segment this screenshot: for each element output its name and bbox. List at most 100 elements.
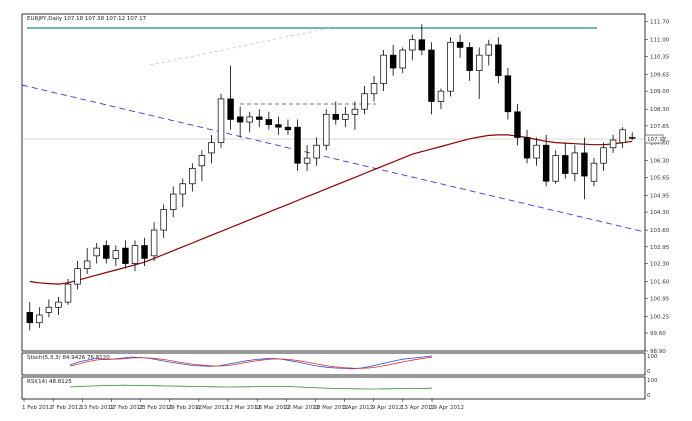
candle-bullish [552, 155, 559, 182]
candle-bullish [590, 162, 598, 182]
candle-bearish [122, 247, 129, 264]
y-tick-label: 101.60 [650, 280, 670, 286]
x-tick-label: 13 Feb 2012 [80, 405, 114, 411]
candle-bearish [284, 126, 292, 131]
stoch-label: Stoch(5,3,3) 84.9426 76.8120 [27, 355, 110, 361]
trend-line[interactable] [21, 84, 646, 233]
candle-bullish [170, 193, 177, 210]
y-tick-label: 102.30 [650, 262, 670, 268]
candle-bullish [112, 250, 120, 259]
candle-bullish [74, 268, 81, 285]
y-tick-label: 109.65 [650, 72, 670, 78]
candle-bullish [342, 113, 349, 120]
candle-bullish [485, 44, 493, 56]
candle-bullish [64, 283, 72, 303]
candle-bullish [189, 168, 196, 185]
y-tick-label: 107.00 [650, 141, 670, 147]
candle-bullish [198, 155, 206, 167]
candle-bearish [628, 137, 636, 139]
y-tick-label: 111.00 [650, 38, 670, 44]
x-tick-label: 9 Apr 2012 [372, 405, 403, 411]
last-price-box [644, 134, 664, 144]
x-tick-label: 7 Feb 2012 [51, 405, 82, 411]
y-tick-label: 100.95 [650, 296, 670, 302]
candle-bullish [150, 229, 158, 257]
candle-bullish [303, 157, 311, 164]
candle-bullish [246, 116, 253, 123]
x-tick-label: 3 Apr 2012 [343, 405, 374, 411]
candle-bullish [131, 245, 139, 264]
candle-bullish [93, 247, 100, 257]
candle-bearish [514, 111, 521, 138]
candle-bearish [141, 245, 148, 259]
candle-bearish [456, 41, 464, 48]
candle-bearish [504, 75, 512, 113]
candle-bearish [227, 98, 234, 120]
x-tick-label: 23 Feb 2012 [139, 405, 173, 411]
y-tick-label: 98.90 [650, 349, 666, 355]
candle-bearish [466, 47, 473, 71]
candle-bullish [323, 113, 330, 146]
candle-bullish [600, 147, 607, 164]
y-tick-label: 107.65 [650, 124, 670, 130]
candle-bullish [609, 139, 617, 149]
x-tick-label: 6 Mar 2012 [197, 405, 228, 411]
candle-bullish [619, 129, 626, 143]
y-tick-label: 111.70 [650, 20, 670, 26]
candle-bearish [275, 124, 282, 128]
stoch-k-line [69, 355, 433, 370]
candle-bearish [389, 54, 397, 69]
y-tick-label: 108.30 [650, 107, 670, 113]
x-tick-label: 22 Mar 2012 [284, 405, 319, 411]
x-tick-label: 19 Apr 2012 [430, 405, 464, 411]
candle-bearish [103, 245, 110, 259]
candle-bullish [179, 183, 187, 195]
stoch-scale-top: 100 [647, 354, 658, 360]
y-tick-label: 100.25 [650, 314, 670, 320]
x-tick-label: 17 Feb 2012 [109, 405, 143, 411]
x-tick-label: 12 Mar 2012 [226, 405, 261, 411]
candle-bearish [495, 44, 502, 77]
main-chart-frame [21, 13, 646, 352]
y-tick-label: 109.00 [650, 89, 670, 95]
candle-bearish [332, 113, 340, 120]
x-tick-label: 13 Apr 2012 [401, 405, 435, 411]
candle-bearish [428, 49, 435, 102]
candle-bullish [476, 54, 483, 71]
candle-bearish [562, 155, 569, 174]
candle-bearish [542, 144, 550, 182]
candle-bullish [447, 41, 454, 92]
y-tick-label: 99.60 [650, 331, 666, 337]
rsi-scale-bottom: 0 [647, 393, 651, 399]
candle-bearish [418, 39, 426, 51]
candle-bullish [160, 209, 167, 231]
candle-bearish [236, 116, 244, 123]
candle-bullish [571, 152, 579, 174]
stoch-scale-bottom: 0 [647, 369, 651, 375]
y-tick-label: 104.30 [650, 210, 670, 216]
candle-bullish [370, 83, 378, 95]
y-tick-label: 110.35 [650, 54, 670, 60]
upper-channel-line[interactable] [149, 27, 331, 66]
y-tick-label: 103.60 [650, 228, 670, 234]
candle-bearish [523, 137, 531, 159]
stoch-d-line [69, 356, 433, 369]
candle-bullish [399, 49, 406, 69]
y-tick-label: 102.95 [650, 245, 670, 251]
x-tick-label: 1 Feb 2012 [22, 405, 53, 411]
chart-header: EURJPY,Daily 107.18 107.38 107.12 107.17 [27, 16, 147, 22]
rsi-line [69, 384, 433, 390]
x-tick-label: 28 Mar 2012 [313, 405, 348, 411]
candle-bullish [361, 93, 368, 110]
candle-bearish [581, 152, 588, 177]
moving-average-line [29, 134, 633, 285]
y-tick-label: 106.30 [650, 159, 670, 165]
x-tick-label: 29 Feb 2012 [168, 405, 202, 411]
candle-bearish [256, 116, 263, 120]
candle-bullish [533, 144, 540, 159]
candle-bullish [36, 314, 43, 324]
candle-bullish [380, 54, 387, 84]
stoch-panel-frame [21, 352, 646, 376]
candle-bullish [437, 90, 445, 102]
